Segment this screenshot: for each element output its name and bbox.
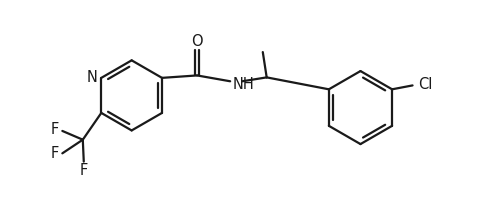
Text: N: N: [87, 70, 98, 85]
Text: Cl: Cl: [418, 77, 433, 92]
Text: F: F: [51, 123, 59, 138]
Text: F: F: [80, 163, 88, 178]
Text: O: O: [191, 34, 203, 49]
Text: NH: NH: [233, 77, 255, 92]
Text: F: F: [51, 146, 59, 161]
